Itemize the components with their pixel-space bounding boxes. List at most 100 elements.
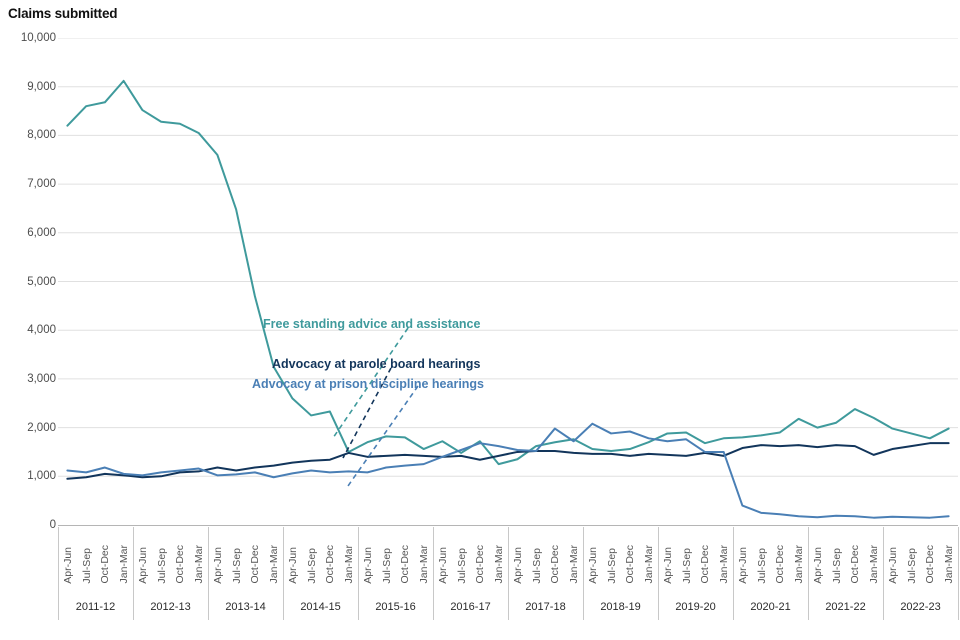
- y-axis-tick-label: 9,000: [27, 80, 56, 93]
- x-axis-quarter-label: Apr-Jun: [361, 547, 374, 584]
- x-axis-quarter-label: Oct-Dec: [399, 545, 412, 584]
- x-axis-year-separator: [133, 527, 134, 620]
- series-line: [66, 442, 950, 480]
- x-axis-year-label: 2012-13: [150, 601, 191, 613]
- y-axis-tick-label: 6,000: [27, 226, 56, 239]
- y-axis-tick-label: 2,000: [27, 421, 56, 434]
- series-lines: [66, 79, 950, 519]
- x-axis-quarter-label: Apr-Jun: [736, 547, 749, 584]
- x-axis-quarter-label: Apr-Jun: [211, 547, 224, 584]
- x-axis-quarter-label: Oct-Dec: [849, 545, 862, 584]
- x-axis-year-label: 2014-15: [300, 601, 341, 613]
- x-axis-year-label: 2013-14: [225, 601, 266, 613]
- x-axis-year-separator: [733, 527, 734, 620]
- x-axis-quarter-label: Apr-Jun: [136, 547, 149, 584]
- x-axis-year-label: 2011-12: [75, 601, 116, 613]
- gridlines: [58, 38, 958, 477]
- x-axis-quarter-label: Apr-Jun: [511, 547, 524, 584]
- series-label: Free standing advice and assistance: [263, 317, 481, 331]
- x-axis-quarter-label: Apr-Jun: [661, 547, 674, 584]
- x-axis-quarter-label: Jan-Mar: [793, 545, 806, 584]
- leader-lines: [332, 327, 419, 487]
- x-axis-year-separator: [883, 527, 884, 620]
- x-axis-quarter-label: Jan-Mar: [943, 545, 956, 584]
- y-axis-tick-label: 10,000: [20, 32, 56, 44]
- x-axis-quarter-label: Jan-Mar: [718, 545, 731, 584]
- x-axis-quarter-label: Apr-Jun: [286, 547, 299, 584]
- y-axis-tick-label: 3,000: [27, 372, 56, 385]
- x-axis-quarter-label: Oct-Dec: [474, 545, 487, 584]
- x-axis-quarter-label: Apr-Jun: [436, 547, 449, 584]
- y-axis-tick-label: 0: [49, 519, 56, 531]
- x-axis-year-separator: [658, 527, 659, 620]
- x-axis-quarter-label: Oct-Dec: [924, 545, 937, 584]
- x-axis-year-label: 2016-17: [450, 601, 491, 613]
- x-axis-line: [58, 525, 958, 526]
- x-axis-quarter-label: Jan-Mar: [343, 545, 356, 584]
- x-axis-quarter-label: Oct-Dec: [774, 545, 787, 584]
- x-axis-quarter-label: Jul-Sep: [155, 548, 168, 584]
- plot-area: Free standing advice and assistance Advoc…: [58, 38, 958, 525]
- x-axis-year-separator: [58, 527, 59, 620]
- series-label: Advocacy at prison discipline hearings: [252, 377, 485, 391]
- x-axis-year-separator: [808, 527, 809, 620]
- x-axis-year-label: 2018-19: [600, 601, 641, 613]
- x-axis-quarter-label: Jul-Sep: [80, 548, 93, 584]
- x-axis-quarter-label: Jan-Mar: [868, 545, 881, 584]
- x-axis-quarter-label: Jul-Sep: [605, 548, 618, 584]
- x-axis-quarter-label: Oct-Dec: [624, 545, 637, 584]
- x-axis-year-separator: [358, 527, 359, 620]
- x-axis-quarter-label: Jan-Mar: [418, 545, 431, 584]
- x-axis-quarter-label: Jan-Mar: [118, 545, 131, 584]
- x-axis: Apr-Jun Jul-Sep Oct-Dec Jan-Mar Apr-Jun Jul-S…: [58, 525, 959, 640]
- x-axis-quarter-label: Jan-Mar: [268, 545, 281, 584]
- x-axis-quarter-label: Oct-Dec: [699, 545, 712, 584]
- x-axis-quarter-label: Jul-Sep: [455, 548, 468, 584]
- x-axis-quarter-label: Apr-Jun: [886, 547, 899, 584]
- x-axis-year-label: 2021-22: [825, 601, 866, 613]
- x-axis-quarter-label: Oct-Dec: [549, 545, 562, 584]
- y-axis-tick-label: 7,000: [27, 178, 56, 191]
- free-standing-leader: [332, 327, 409, 439]
- x-axis-quarter-label: Apr-Jun: [811, 547, 824, 584]
- y-axis-tick-label: 8,000: [27, 129, 56, 142]
- x-axis-year-separator: [433, 527, 434, 620]
- x-axis-quarter-label: Oct-Dec: [324, 545, 337, 584]
- x-axis-quarter-label: Jul-Sep: [380, 548, 393, 584]
- prison-discipline-leader: [347, 385, 419, 487]
- x-axis-quarter-label: Jan-Mar: [643, 545, 656, 584]
- y-axis-tick-label: 1,000: [27, 470, 56, 483]
- x-axis-year-separator: [958, 527, 959, 620]
- page-title: Claims submitted: [8, 6, 118, 21]
- x-axis-quarter-label: Jul-Sep: [680, 548, 693, 584]
- x-axis-quarter-label: Jul-Sep: [755, 548, 768, 584]
- series-line: [66, 422, 950, 519]
- x-axis-quarter-label: Oct-Dec: [249, 545, 262, 584]
- x-axis-quarter-label: Jan-Mar: [568, 545, 581, 584]
- x-axis-quarter-label: Jan-Mar: [193, 545, 206, 584]
- x-axis-quarter-label: Jan-Mar: [493, 545, 506, 584]
- x-axis-year-label: 2019-20: [675, 601, 716, 613]
- x-axis-year-separator: [208, 527, 209, 620]
- x-axis-quarter-label: Apr-Jun: [586, 547, 599, 584]
- y-axis-tick-label: 5,000: [27, 275, 56, 288]
- x-axis-year-separator: [508, 527, 509, 620]
- x-axis-year-separator: [583, 527, 584, 620]
- series-label: Advocacy at parole board hearings: [272, 357, 481, 371]
- x-axis-quarter-label: Jul-Sep: [830, 548, 843, 584]
- x-axis-quarter-label: Jul-Sep: [905, 548, 918, 584]
- x-axis-quarter-label: Oct-Dec: [99, 545, 112, 584]
- series-line: [66, 79, 950, 466]
- x-axis-quarter-label: Oct-Dec: [174, 545, 187, 584]
- x-axis-year-label: 2020-21: [750, 601, 791, 613]
- x-axis-quarter-label: Jul-Sep: [530, 548, 543, 584]
- x-axis-year-separator: [283, 527, 284, 620]
- x-axis-quarter-label: Jul-Sep: [305, 548, 318, 584]
- x-axis-quarter-label: Apr-Jun: [61, 547, 74, 584]
- y-axis-tick-label: 4,000: [27, 324, 56, 337]
- x-axis-year-label: 2017-18: [525, 601, 566, 613]
- x-axis-year-label: 2022-23: [900, 601, 941, 613]
- parole-board-leader: [342, 367, 392, 459]
- y-axis: 0 1,000 2,000 3,000 4,000 5,000 6,000 7,000 8,00…: [0, 0, 56, 640]
